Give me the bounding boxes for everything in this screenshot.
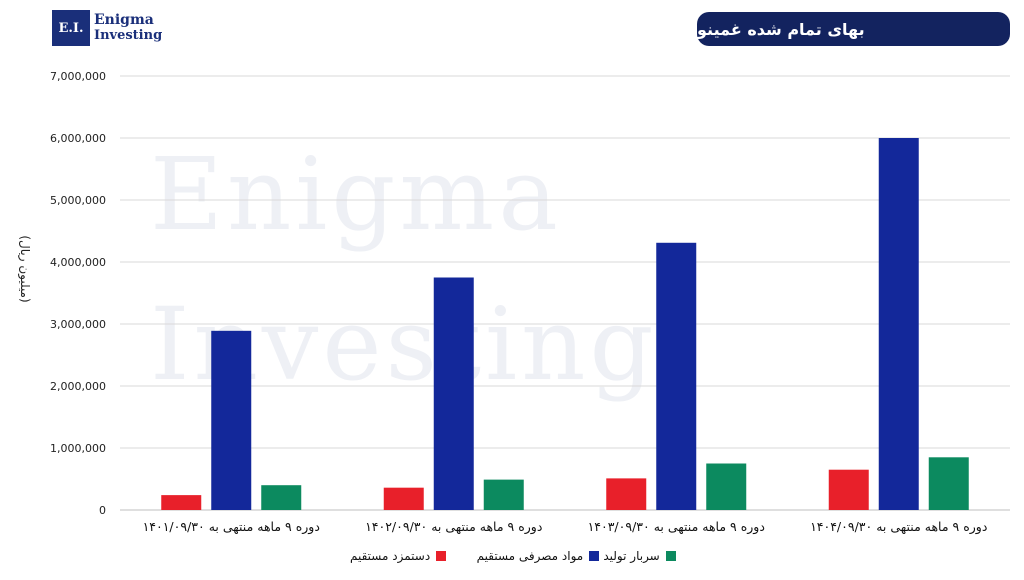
y-tick-label: 6,000,000 (50, 132, 106, 145)
legend-item: مواد مصرفی مستقیم (477, 549, 604, 563)
bar (161, 495, 202, 510)
bar (261, 485, 302, 510)
bar (606, 478, 647, 510)
bar (656, 242, 697, 510)
legend-swatch (436, 551, 447, 561)
legend-swatch (589, 551, 600, 561)
y-tick-label: 7,000,000 (50, 70, 106, 83)
x-tick-label: دوره ۹ ماهه منتهی به ۱۴۰۴/۰۹/۳۰ (810, 519, 987, 535)
bar (211, 330, 252, 510)
y-tick-label: 2,000,000 (50, 380, 106, 393)
watermark-line1: Enigma (150, 136, 562, 253)
logo-line1: Enigma (94, 12, 154, 28)
legend-item: سربار تولید (603, 549, 730, 563)
bar (706, 463, 747, 510)
y-tick-label: 1,000,000 (50, 442, 106, 455)
bar (383, 487, 424, 510)
x-tick-label: دوره ۹ ماهه منتهی به ۱۴۰۲/۰۹/۳۰ (365, 519, 542, 535)
legend-item: دستمزد مستقیم (350, 549, 477, 563)
bar (928, 457, 969, 510)
x-tick-label: دوره ۹ ماهه منتهی به ۱۴۰۳/۰۹/۳۰ (588, 519, 765, 535)
logo-mark: E.I. (52, 10, 90, 46)
logo-text: Enigma Investing (94, 12, 163, 44)
bar (483, 479, 524, 510)
legend-label: سربار تولید (603, 549, 660, 563)
bar (433, 277, 474, 510)
legend-label: دستمزد مستقیم (350, 549, 431, 563)
x-tick-label: دوره ۹ ماهه منتهی به ۱۴۰۱/۰۹/۳۰ (143, 519, 320, 535)
legend-label: مواد مصرفی مستقیم (476, 549, 584, 563)
bar (878, 138, 919, 510)
logo-line2: Investing (94, 28, 163, 43)
y-tick-label: 0 (99, 504, 106, 517)
y-tick-label: 5,000,000 (50, 194, 106, 207)
logo: E.I. Enigma Investing (52, 10, 162, 46)
legend-swatch (665, 551, 676, 561)
y-tick-label: 3,000,000 (50, 318, 106, 331)
legend: دستمزد مستقیم مواد مصرفی مستقیم سربار تولی… (350, 549, 730, 563)
bar (828, 469, 869, 510)
chart-title: بهای تمام شده غمینو (697, 12, 1010, 46)
y-tick-label: 4,000,000 (50, 256, 106, 269)
